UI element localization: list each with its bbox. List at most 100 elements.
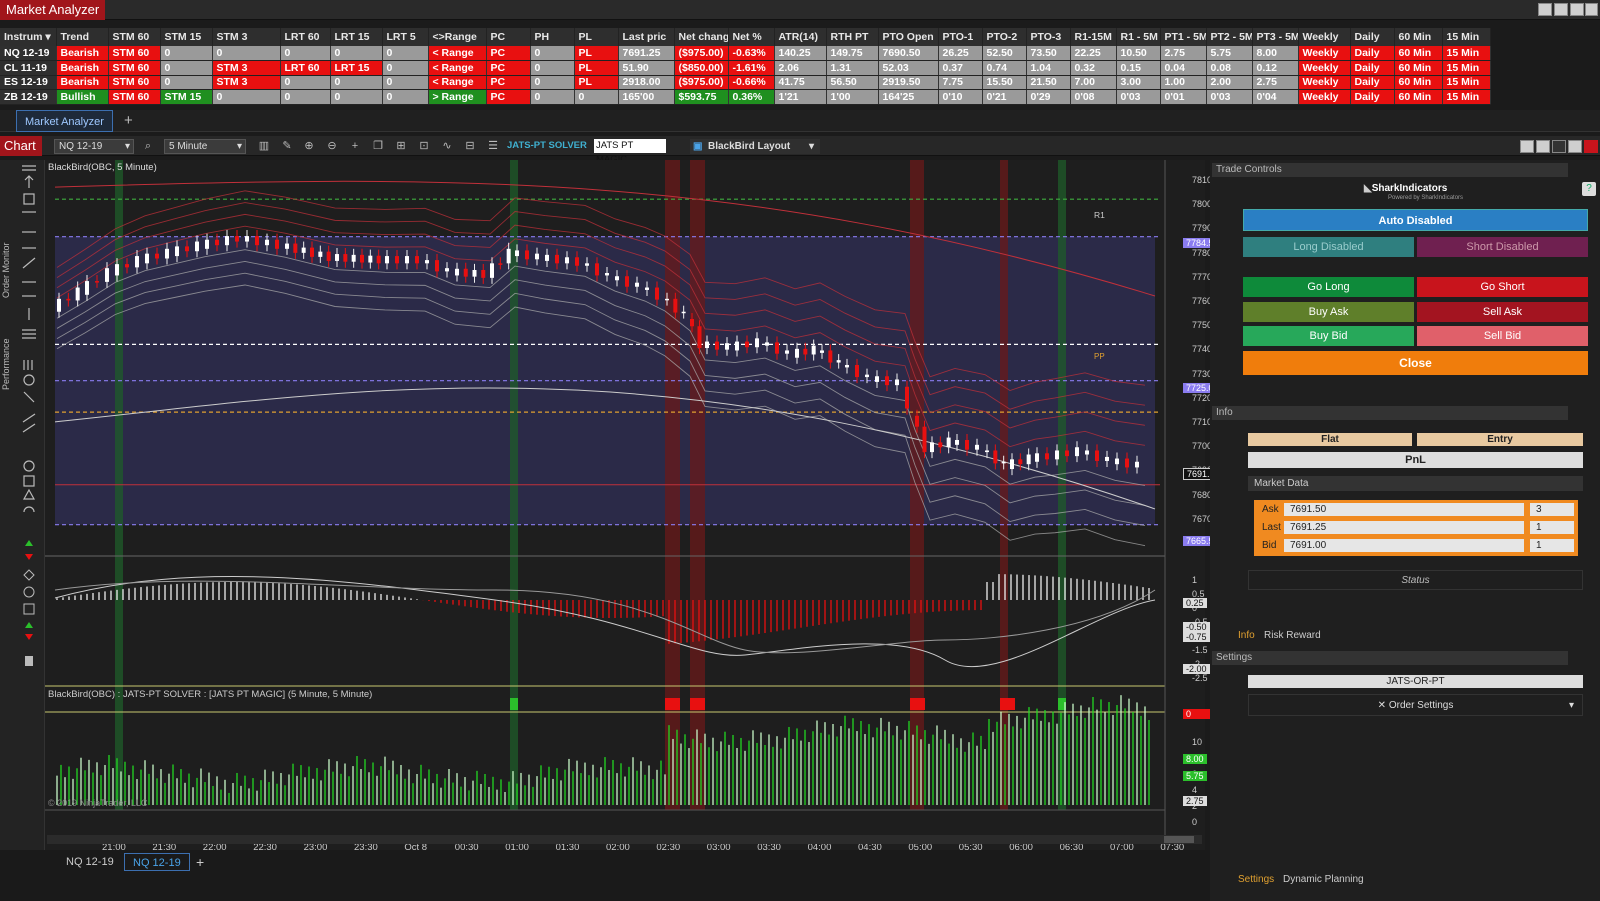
table-row[interactable]: NQ 12-19 Bearish STM 60 0 0 0 0 0 < Range PC 0 PL 76… xyxy=(0,46,1491,61)
column-header[interactable]: R1 - 5M xyxy=(1116,28,1161,46)
column-header[interactable]: PTO Open xyxy=(878,28,939,46)
template-icon[interactable]: ⊞ xyxy=(396,140,406,152)
candle-body xyxy=(293,243,298,253)
column-header[interactable]: <>Range xyxy=(428,28,487,46)
candle-body xyxy=(575,257,579,266)
strategy-icon[interactable]: ⊟ xyxy=(465,140,475,152)
column-header[interactable]: Trend xyxy=(56,28,109,46)
go-short-button[interactable]: Go Short xyxy=(1417,277,1588,297)
candle-body xyxy=(57,298,61,312)
add-tab-button[interactable]: + xyxy=(124,112,133,129)
column-header[interactable]: Net chang xyxy=(674,28,729,46)
horizontal-scrollbar[interactable] xyxy=(47,835,1202,844)
column-header[interactable]: PTO-1 xyxy=(938,28,983,46)
tab-nq-1[interactable]: NQ 12-19 xyxy=(66,856,114,868)
profile-field[interactable]: JATS-OR-PT xyxy=(1248,675,1583,688)
candle-body xyxy=(105,268,109,282)
search-icon[interactable]: ⌕ xyxy=(144,140,152,152)
close-position-button[interactable]: Close xyxy=(1243,351,1588,375)
help-icon[interactable]: ? xyxy=(1582,182,1596,196)
crosshair-icon[interactable]: + xyxy=(351,140,359,152)
column-header[interactable]: Net % xyxy=(728,28,775,46)
table-cell: $593.75 xyxy=(674,89,729,105)
column-header[interactable]: Daily xyxy=(1350,28,1395,46)
interval-select[interactable]: 5 Minute ▾ xyxy=(164,139,246,154)
order-monitor-tab[interactable]: Order Monitor xyxy=(1,242,11,298)
layout-select[interactable]: ▣ BlackBird Layout ▾ xyxy=(690,139,820,154)
long-disabled-button[interactable]: Long Disabled xyxy=(1243,237,1414,257)
column-header[interactable]: PL xyxy=(574,28,619,46)
table-row[interactable]: ES 12-19 Bearish STM 60 0 STM 3 0 0 0 < Range PC 0… xyxy=(0,75,1491,90)
column-header[interactable]: PTO-2 xyxy=(982,28,1027,46)
restore-icon[interactable] xyxy=(1538,3,1552,16)
column-header[interactable]: PT3 - 5M xyxy=(1252,28,1299,46)
drawing-tools-icons[interactable] xyxy=(18,160,42,680)
buy-ask-button[interactable]: Buy Ask xyxy=(1243,302,1414,322)
go-long-button[interactable]: Go Long xyxy=(1243,277,1414,297)
column-header[interactable]: STM 60 xyxy=(108,28,161,46)
minimize-icon[interactable] xyxy=(1554,3,1568,16)
short-disabled-button[interactable]: Short Disabled xyxy=(1417,237,1588,257)
column-header[interactable]: 60 Min xyxy=(1394,28,1443,46)
instrument-select[interactable]: NQ 12-19 ▾ xyxy=(54,139,134,154)
close-icon[interactable] xyxy=(1585,3,1598,16)
tab-market-analyzer[interactable]: Market Analyzer xyxy=(16,110,113,132)
candle-body xyxy=(1135,461,1139,468)
sell-bid-button[interactable]: Sell Bid xyxy=(1417,326,1588,346)
table-row[interactable]: CL 11-19 Bearish STM 60 0 STM 3 LRT 60 LRT 15 0… xyxy=(0,60,1491,76)
zoom-in-icon[interactable]: ⊕ xyxy=(304,140,314,152)
auto-disabled-button[interactable]: Auto Disabled xyxy=(1243,209,1588,231)
column-header[interactable]: Instrum ▾ xyxy=(0,28,57,46)
column-header[interactable]: PTO-3 xyxy=(1026,28,1071,46)
buy-bid-button[interactable]: Buy Bid xyxy=(1243,326,1414,346)
pencil-icon[interactable]: ✎ xyxy=(282,140,292,152)
tab-risk-reward[interactable]: Risk Reward xyxy=(1264,630,1321,641)
layout-a-icon[interactable] xyxy=(1520,140,1534,153)
column-header[interactable]: STM 3 xyxy=(212,28,281,46)
copy-icon[interactable]: ❐ xyxy=(373,140,383,152)
tab-nq-2[interactable]: NQ 12-19 xyxy=(124,853,190,871)
column-header[interactable]: ATR(14) xyxy=(774,28,827,46)
table-cell: 0 xyxy=(382,75,429,90)
table-cell: ES 12-19 xyxy=(0,75,57,90)
zoom-out-icon[interactable]: ⊖ xyxy=(327,140,337,152)
column-header[interactable]: RTH PT xyxy=(826,28,879,46)
indicator-icon[interactable]: ∿ xyxy=(442,140,452,152)
list-icon[interactable]: ☰ xyxy=(488,140,498,152)
column-header[interactable]: 15 Min xyxy=(1442,28,1491,46)
close-icon[interactable] xyxy=(1584,140,1598,153)
candle-body xyxy=(165,248,169,259)
column-header[interactable]: PT2 - 5M xyxy=(1206,28,1253,46)
osc-tag: -2.00 xyxy=(1183,664,1210,674)
performance-tab[interactable]: Performance xyxy=(1,338,11,390)
tab-settings[interactable]: Settings xyxy=(1238,874,1275,885)
order-settings-button[interactable]: ✕ Order Settings ▾ xyxy=(1248,694,1583,716)
table-cell: 0 xyxy=(574,89,619,105)
tab-dynamic-planning[interactable]: Dynamic Planning xyxy=(1283,874,1364,885)
column-header[interactable]: LRT 15 xyxy=(330,28,383,46)
column-header[interactable]: PT1 - 5M xyxy=(1160,28,1207,46)
column-header[interactable]: PC xyxy=(486,28,531,46)
column-header[interactable]: Weekly xyxy=(1298,28,1351,46)
strategy-magic-field[interactable]: JATS PT MAGIC xyxy=(594,139,666,165)
table-cell: ($850.00) xyxy=(674,60,729,76)
price-chart[interactable] xyxy=(45,160,1205,850)
maximize-icon[interactable] xyxy=(1568,140,1582,153)
layout-b-icon[interactable] xyxy=(1536,140,1550,153)
minimize-icon[interactable] xyxy=(1552,140,1566,153)
add-chart-tab-button[interactable]: + xyxy=(196,854,205,870)
scale-icon[interactable]: ⊡ xyxy=(419,140,429,152)
sell-ask-button[interactable]: Sell Ask xyxy=(1417,302,1588,322)
column-header[interactable]: STM 15 xyxy=(160,28,213,46)
tab-info[interactable]: Info xyxy=(1238,630,1255,641)
candle-body xyxy=(545,254,549,261)
column-header[interactable]: LRT 60 xyxy=(280,28,331,46)
column-header[interactable]: PH xyxy=(530,28,575,46)
table-cell: 2.00 xyxy=(1206,75,1253,90)
column-header[interactable]: R1-15M xyxy=(1070,28,1117,46)
column-header[interactable]: LRT 5 xyxy=(382,28,429,46)
maximize-icon[interactable] xyxy=(1570,3,1584,16)
column-header[interactable]: Last pric xyxy=(618,28,675,46)
bars-icon[interactable]: ▥ xyxy=(258,140,270,152)
table-row[interactable]: ZB 12-19 Bullish STM 60 STM 15 0 0 0 0 > Range PC… xyxy=(0,89,1491,105)
